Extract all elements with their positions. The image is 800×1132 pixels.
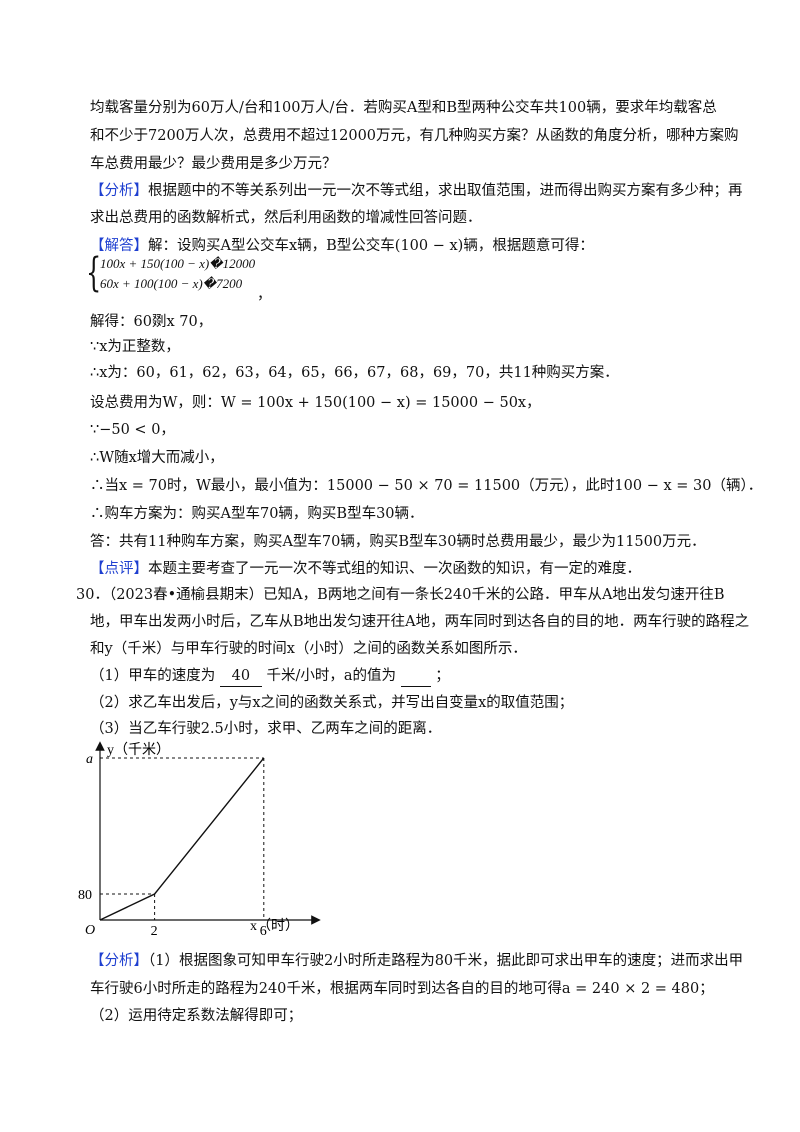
solution-line: ∵x为正整数， [90,339,180,355]
solution-line: ∴当x = 70时，W最小，最小值为：15000 − 50 × 70 = 115… [90,478,763,494]
analysis2-tag: 【分析】 [90,953,148,969]
problem-text-line: 和不少于7200万人次，总费用不超过12000万元，有几种购买方案？从函数的角度… [90,128,739,144]
tick-labels: 2 6 80 a [78,752,267,939]
x-tick-label: 2 [151,924,158,939]
function-graph: 2 6 80 a O y（千米） x（时） [78,741,321,939]
y-tick-label: a [86,752,93,767]
inequality-1: 100x + 150(100 − x)�12000 [100,256,256,271]
answer-line: 答：共有11种购车方案，购买A型车70辆，购买B型车30辆时总费用最少，最少为1… [90,534,706,550]
system-comma: ， [257,287,272,303]
solution-line: 设总费用为W，则：W = 100x + 150(100 − x) = 15000… [90,395,541,411]
solution-line: ∴x为：60，61，62，63，64，65，66，67，68，69，70，共11… [90,365,619,381]
analysis2-text: （1）根据图象可知甲车行驶2小时所走路程为80千米，据此即可求出甲车的速度；进而… [148,953,744,969]
inequality-2: 60x + 100(100 − x)�7200 [100,276,243,291]
solution-line: ∵−50 < 0， [90,422,175,438]
sub-question-1-prefix: （1）甲车的速度为 [90,668,216,684]
comment-tag: 【点评】 [90,561,148,577]
solution-text: 解：设购买A型公交车x辆，B型公交车(100 − x)辆，根据题意可得： [148,238,594,254]
analysis-line: 求出总费用的函数解析式，然后利用函数的增减性回答问题． [90,210,482,226]
question-30-line: 地，甲车出发两小时后，乙车从B地出发匀速开往A地，两车同时到达各自的目的地．两车… [90,614,750,630]
y-axis-label: y（千米） [107,742,170,758]
x-tick-label: 6 [260,924,267,939]
solution-tag: 【解答】 [90,238,148,254]
comment-text: 本题主要考查了一元一次不等式组的知识、一次函数的知识，有一定的难度． [148,561,641,577]
dashed-guides [100,757,265,920]
problem-text-line: 车总费用最少？最少费用是多少万元？ [90,156,337,172]
problem-text-line: 均载客量分别为60万人/台和100万人/台．若购买A型和B型两种公交车共100辆… [90,100,717,116]
series-line [99,757,265,921]
solution-line: ∴购车方案为：购买A型车70辆，购买B型车30辆． [90,506,424,522]
analysis-text: 根据题中的不等关系列出一元一次不等式组，求出取值范围，进而得出购买方案有多少种；… [148,183,743,199]
x-axis-label: x（时） [250,918,299,934]
sub-question-2: （2）求乙车出发后，y与x之间的函数关系式，并写出自变量x的取值范围； [90,695,574,711]
answer-blank-a [400,666,431,687]
analysis2-line: 车行驶6小时所走的路程为240千米，根据两车同时到达各自的目的地可得a = 24… [90,981,714,997]
sub-question-1: （1）甲车的速度为 40 千米/小时，a的值为 ； [90,666,730,687]
sub-question-1-middle: 千米/小时，a的值为 [266,668,396,684]
analysis-tag: 【分析】 [90,183,148,199]
sub-question-1-end: ； [435,668,450,684]
analysis-line: 【分析】根据题中的不等关系列出一元一次不等式组，求出取值范围，进而得出购买方案有… [90,181,743,201]
solution-line: 解得：60剟x 70， [90,314,213,330]
sub-question-3: （3）当乙车行驶2.5小时，求甲、乙两车之间的距离． [90,721,442,737]
analysis2-line: （2）运用待定系数法解得即可； [90,1008,303,1024]
question-30-line: 和y（千米）与甲车行驶的时间x（小时）之间的函数关系如图所示． [90,641,527,657]
system-brace: { [86,250,102,296]
analysis2-line: 【分析】（1）根据图象可知甲车行驶2小时所走路程为80千米，据此即可求出甲车的速… [90,951,743,971]
origin-label: O [85,923,95,938]
question-30-line: 30．（2023春•通榆县期末）已知A，B两地之间有一条长240千米的公路．甲车… [76,587,725,603]
solution-line: 【解答】解：设购买A型公交车x辆，B型公交车(100 − x)辆，根据题意可得： [90,236,730,256]
answer-blank-speed: 40 [219,666,262,687]
solution-line: ∴W随x增大而减小， [90,450,224,466]
comment-line: 【点评】本题主要考查了一元一次不等式组的知识、一次函数的知识，有一定的难度． [90,559,730,579]
y-tick-label: 80 [78,888,92,903]
